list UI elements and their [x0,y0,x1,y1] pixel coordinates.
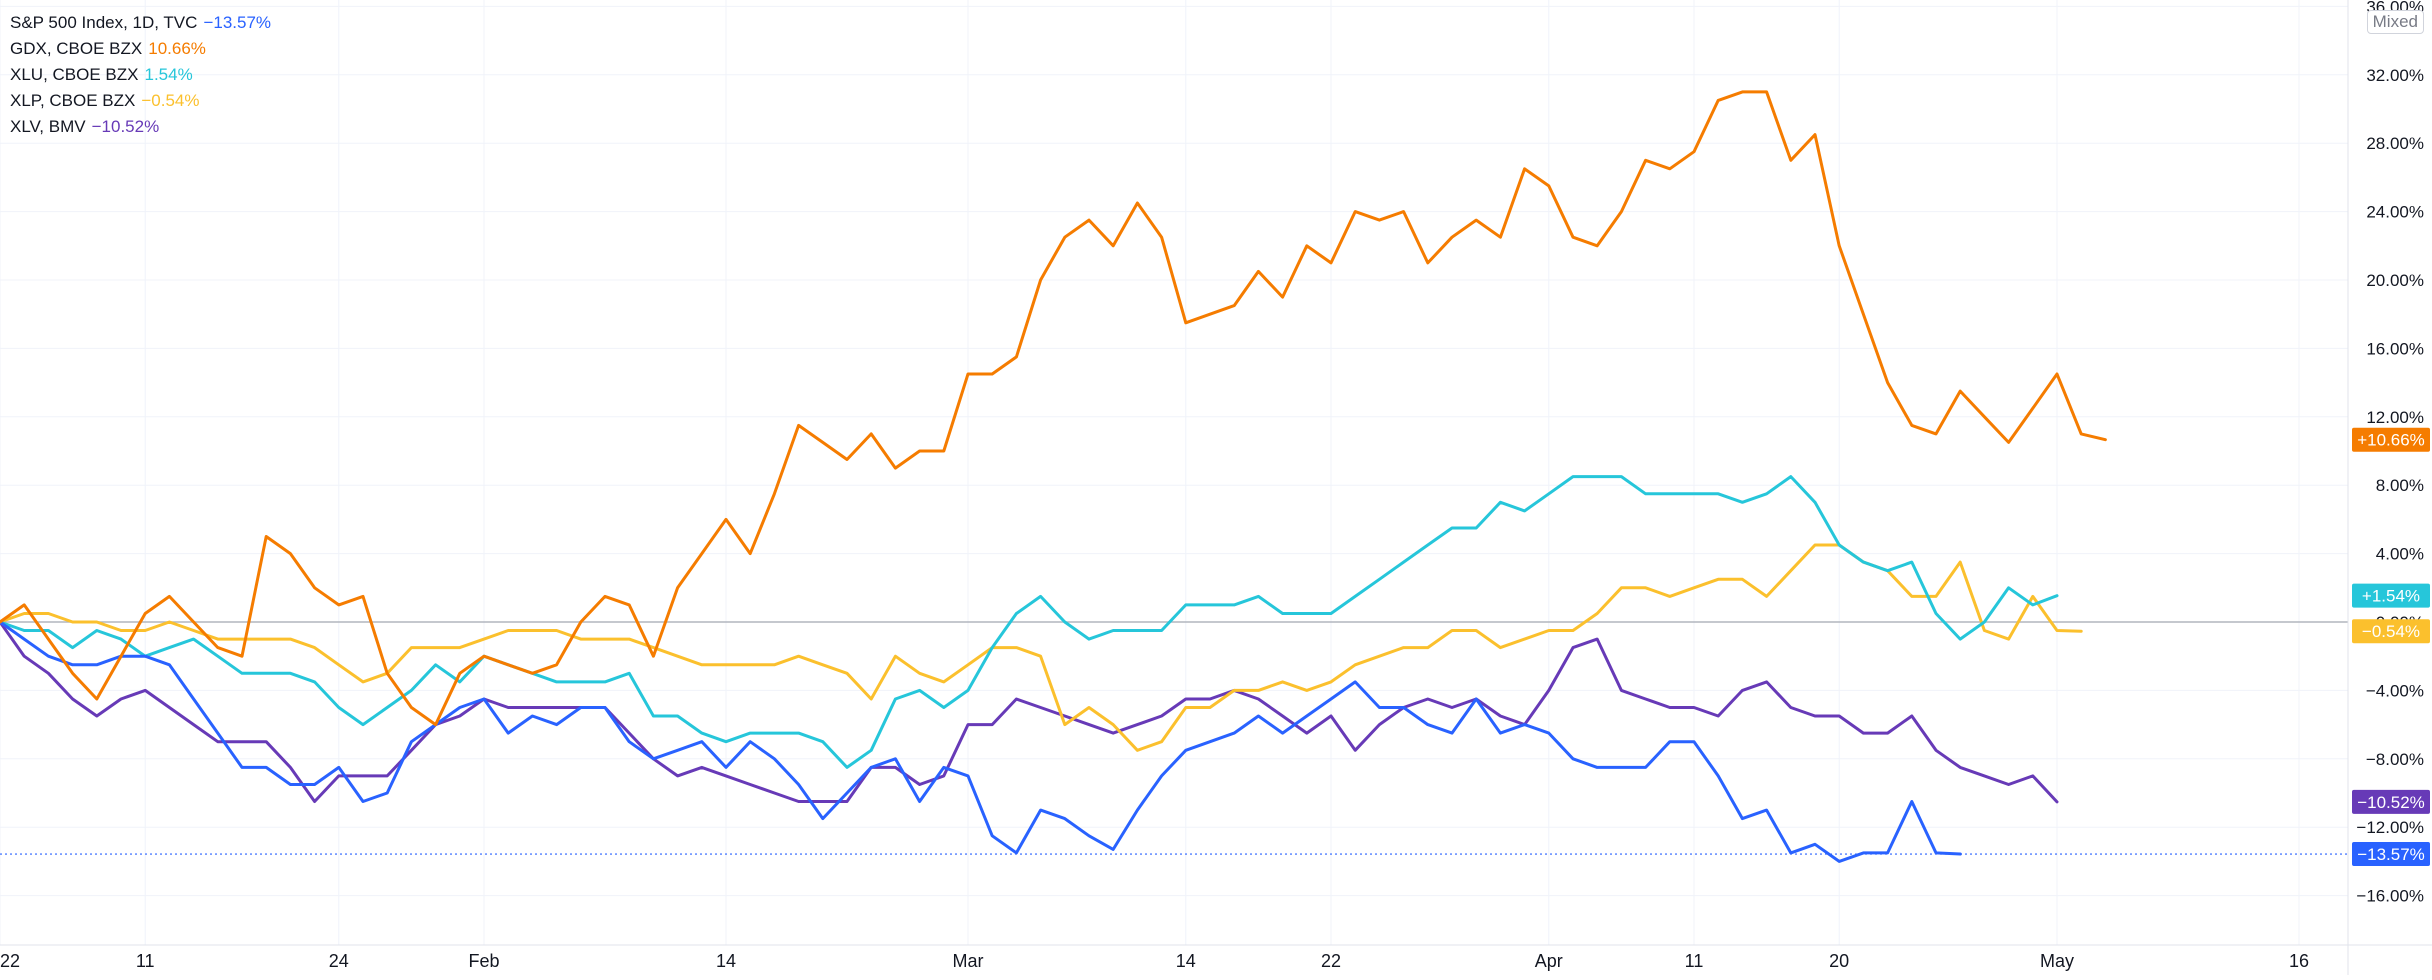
y-tick-label: 4.00% [2376,545,2424,564]
legend-value: 1.54% [144,65,193,84]
badge-label: −10.52% [2357,793,2425,812]
badge-box [2352,427,2430,452]
y-tick-label: 28.00% [2366,134,2424,153]
series-line [0,620,1962,863]
scale-mode-button[interactable]: Mixed [2366,10,2424,34]
legend-name: XLU, CBOE BZX [10,65,139,84]
x-tick-label: Mar [953,951,984,971]
legend-value: −10.52% [91,117,160,136]
y-tick-label: −12.00% [2356,818,2424,837]
badge-label: +10.66% [2357,431,2425,450]
y-tick-label: −16.00% [2356,887,2424,906]
last-value-badge: +10.66% [2352,427,2430,452]
x-tick-label: 24 [329,951,349,971]
y-tick-label: −4.00% [2366,681,2424,700]
x-tick-label: Feb [468,951,499,971]
legend-name: S&P 500 Index, 1D, TVC [10,13,198,32]
series-line [0,475,2059,769]
series-layer [0,90,2107,863]
legend-item-xlp[interactable]: XLP, CBOE BZX −0.54% [10,88,271,114]
badge-box [2352,842,2430,867]
x-tick-label: 22 [1321,951,1341,971]
x-tick-label: 16 [2289,951,2309,971]
x-tick-label: Apr [1535,951,1563,971]
legend-item-xlu[interactable]: XLU, CBOE BZX 1.54% [10,62,271,88]
legend-item-gdx[interactable]: GDX, CBOE BZX 10.66% [10,36,271,62]
series-line [0,90,2107,727]
grid-layer [0,0,2348,945]
legend-value: 10.66% [148,39,206,58]
badge-label: −0.54% [2362,622,2420,641]
x-tick-label: 14 [716,951,736,971]
x-tick-label: May [2040,951,2074,971]
badge-box [2352,789,2430,814]
x-tick-label: 14 [1176,951,1196,971]
legend-item-spx[interactable]: S&P 500 Index, 1D, TVC −13.57% [10,10,271,36]
badge-box [2352,619,2430,644]
legend-name: GDX, CBOE BZX [10,39,143,58]
x-tick-label: 20 [1829,951,1849,971]
series-line [0,543,2083,752]
series-line [0,620,2059,804]
y-tick-label: 20.00% [2366,271,2424,290]
y-tick-label: 32.00% [2366,66,2424,85]
legend-name: XLP, CBOE BZX [10,91,136,110]
y-tick-label: 8.00% [2376,476,2424,495]
y-tick-label: 24.00% [2366,203,2424,222]
legend-value: −13.57% [203,13,272,32]
x-tick-label: 22 [0,951,20,971]
legend-value: −0.54% [141,91,200,110]
last-value-badge: −0.54% [2352,619,2430,644]
x-tick-label: 11 [136,951,155,971]
y-tick-label: 12.00% [2366,408,2424,427]
x-tick-label: 11 [1685,951,1704,971]
badge-label: +1.54% [2362,587,2420,606]
legend-name: XLV, BMV [10,117,86,136]
badge-label: −13.57% [2357,845,2425,864]
badge-box [2352,583,2430,608]
y-tick-label: 16.00% [2366,339,2424,358]
legend: S&P 500 Index, 1D, TVC −13.57% GDX, CBOE … [10,10,271,140]
last-value-badge: +1.54% [2352,583,2430,608]
y-tick-label: −8.00% [2366,750,2424,769]
legend-item-xlv[interactable]: XLV, BMV −10.52% [10,114,271,140]
last-value-badge: −10.52% [2352,789,2430,814]
last-value-badge: −13.57% [2352,842,2430,867]
